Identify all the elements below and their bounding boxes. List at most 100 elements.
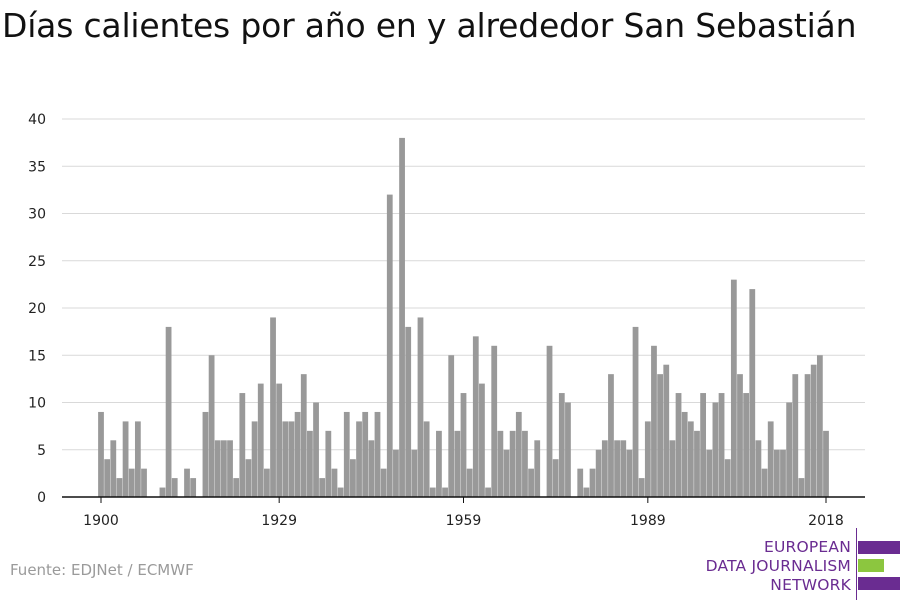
bar-1954 <box>429 487 436 497</box>
bar-1949 <box>399 137 405 497</box>
chart-title: Días calientes por año en y alrededor Sa… <box>2 6 857 45</box>
bar-1999 <box>706 449 713 497</box>
bar-1991 <box>657 374 663 497</box>
bar-1955 <box>436 430 442 497</box>
y-tick-label: 35 <box>28 159 46 175</box>
y-tick-label: 10 <box>28 396 46 412</box>
bar-1985 <box>620 440 627 497</box>
bar-1995 <box>681 411 688 497</box>
bar-1940 <box>343 411 350 497</box>
bar-1989 <box>644 421 651 497</box>
bar-1980 <box>589 468 596 497</box>
bar-1944 <box>368 440 375 497</box>
x-tick-labels: 1900 1929 1959 1989 2018 <box>83 513 844 529</box>
bar-1959 <box>460 393 467 497</box>
bar-1993 <box>669 440 676 497</box>
bar-1983 <box>608 374 614 497</box>
y-tick-label: 30 <box>28 207 46 223</box>
bar-1978 <box>577 468 584 497</box>
bar-1930 <box>282 421 289 497</box>
source-note: Fuente: EDJNet / ECMWF <box>10 561 194 579</box>
bar-1903 <box>116 478 123 497</box>
bar-1902 <box>110 440 117 497</box>
bar-1988 <box>638 478 645 497</box>
edjnet-logo: EUROPEAN DATA JOURNALISM NETWORK <box>700 528 900 600</box>
bar-2012 <box>786 402 793 497</box>
bar-1934 <box>307 430 313 497</box>
y-tick-label: 5 <box>37 443 46 459</box>
bar-1919 <box>214 440 221 497</box>
bar-1922 <box>233 478 240 497</box>
y-tick-label: 25 <box>28 254 46 270</box>
bar-1963 <box>485 487 491 497</box>
bar-1941 <box>350 459 356 497</box>
x-tick-label: 1989 <box>630 513 666 529</box>
bar-1950 <box>405 326 412 497</box>
bar-2018 <box>823 430 829 497</box>
bar-1994 <box>675 393 682 497</box>
bar-2011 <box>780 449 786 497</box>
y-tick-label: 20 <box>28 301 46 317</box>
bar-1992 <box>663 364 670 497</box>
bar-1900 <box>98 411 104 497</box>
bar-2003 <box>730 279 737 497</box>
bar-1975 <box>558 393 565 497</box>
bar-2009 <box>767 421 774 497</box>
bar-1974 <box>552 459 559 497</box>
bar-1962 <box>479 383 485 497</box>
bar-1905 <box>128 468 135 497</box>
x-tick-label: 1900 <box>83 513 119 529</box>
bar-2001 <box>718 393 725 497</box>
bar-1946 <box>380 468 387 497</box>
bar-1901 <box>104 459 111 497</box>
bar-1932 <box>294 411 301 497</box>
bar-1957 <box>448 355 455 497</box>
bar-1929 <box>276 383 283 497</box>
bar-1918 <box>208 355 215 497</box>
bar-1942 <box>356 421 362 497</box>
bar-1982 <box>601 440 608 497</box>
bar-1965 <box>497 430 504 497</box>
bar-1906 <box>134 421 141 497</box>
bar-1915 <box>190 478 197 497</box>
bar-1924 <box>245 459 252 497</box>
bar-1951 <box>411 449 418 497</box>
bar-1926 <box>257 383 264 497</box>
bar-1911 <box>165 326 172 497</box>
bar-2013 <box>792 374 799 497</box>
bar-1935 <box>313 402 319 497</box>
x-tick-label: 1929 <box>261 513 297 529</box>
y-tick-label: 40 <box>28 112 46 128</box>
axes <box>62 496 865 503</box>
logo-bar-green <box>858 559 884 572</box>
bar-2015 <box>804 374 811 497</box>
bar-1910 <box>159 487 166 497</box>
bar-1987 <box>632 326 639 497</box>
bar-1990 <box>651 345 657 497</box>
bar-2005 <box>743 393 750 497</box>
bar-1970 <box>528 468 534 497</box>
bar-1928 <box>270 317 276 497</box>
y-tick-label: 0 <box>37 490 46 506</box>
bar-1976 <box>565 402 571 497</box>
bar-2004 <box>737 374 743 497</box>
bar-1964 <box>491 345 498 497</box>
y-tick-labels: 0 5 10 15 20 25 30 35 40 <box>28 112 46 506</box>
logo-line-data-journalism: DATA JOURNALISM <box>705 557 851 575</box>
bar-1947 <box>386 194 393 497</box>
bar-1998 <box>700 393 707 497</box>
bar-1966 <box>503 449 510 497</box>
bar-1904 <box>122 421 129 497</box>
bar-1925 <box>251 421 258 497</box>
bar-1937 <box>325 430 332 497</box>
bar-1920 <box>220 440 227 497</box>
bar-1907 <box>141 468 147 497</box>
bar-1914 <box>184 468 190 497</box>
logo-bar-purple-top <box>858 541 900 554</box>
bar-1943 <box>362 411 369 497</box>
y-tick-label: 15 <box>28 348 46 364</box>
bar-1917 <box>202 411 209 497</box>
bar-1969 <box>522 430 528 497</box>
bar-1984 <box>614 440 620 497</box>
bar-1945 <box>374 411 381 497</box>
